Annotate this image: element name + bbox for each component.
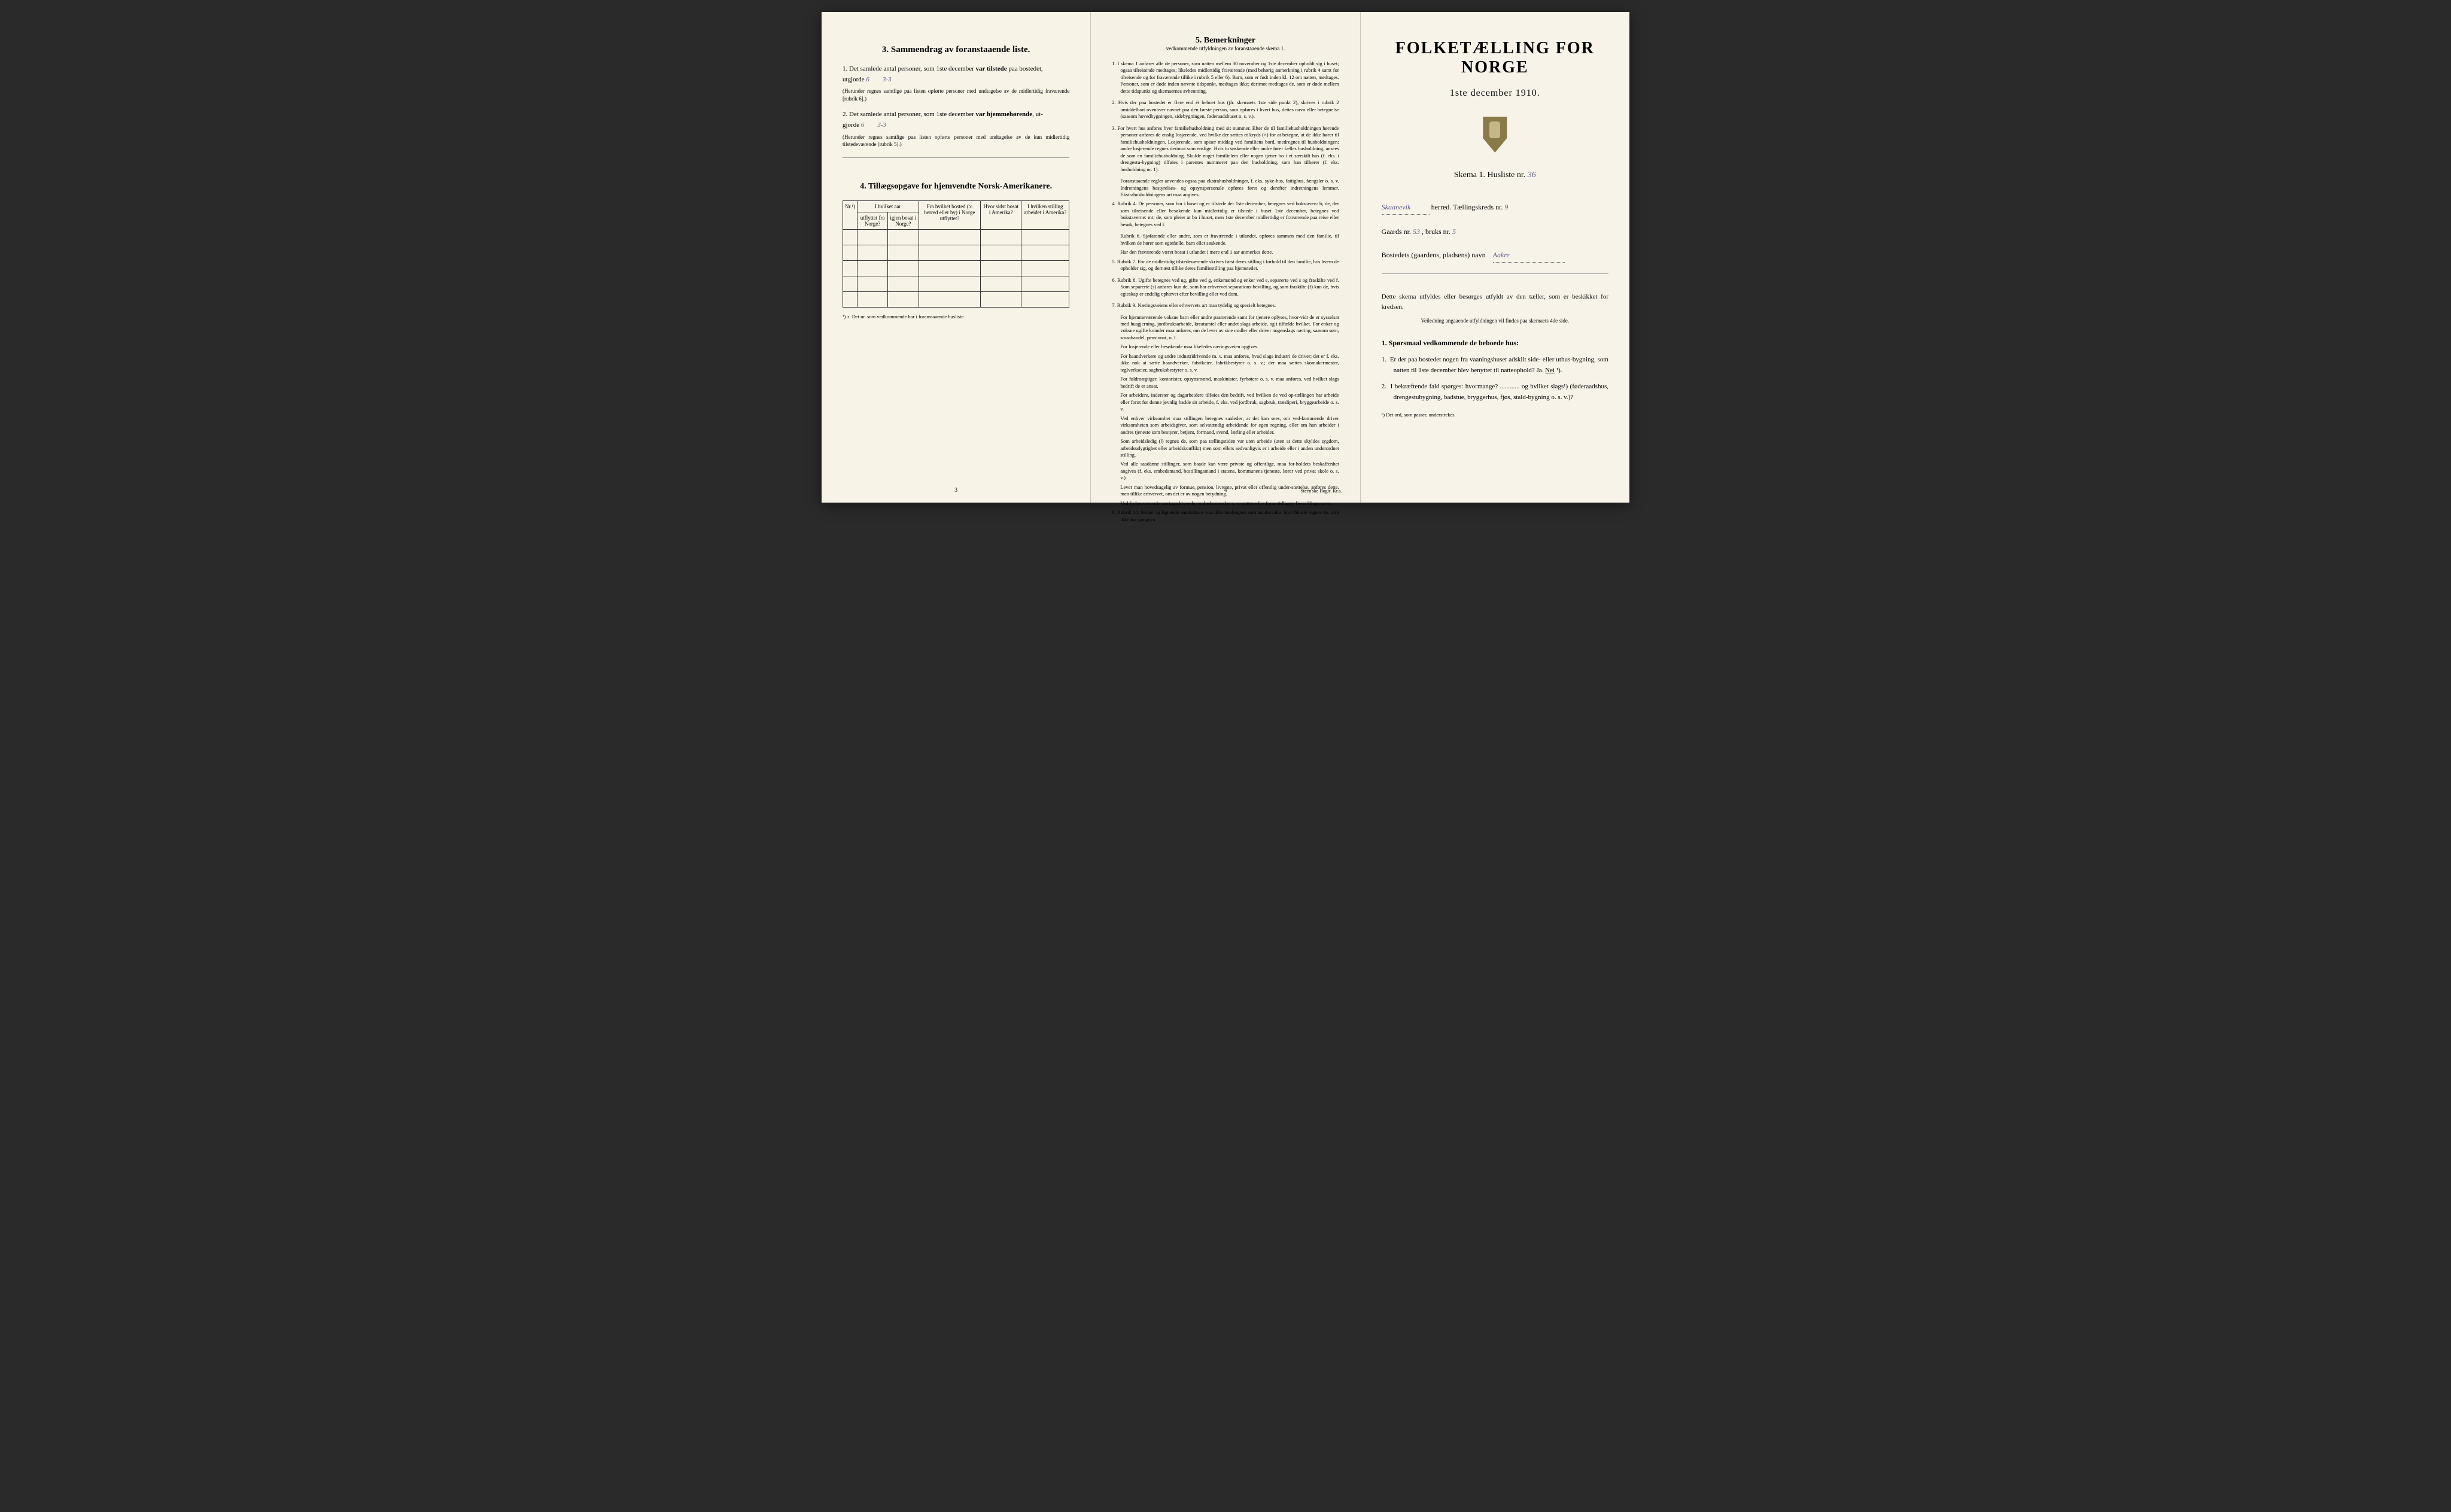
table-row [843,291,1069,307]
remark-item: Ved enhver virksomhet maa stillingen bet… [1112,415,1339,436]
question-2: 2. I bekræftende fald spørges: hvormange… [1382,382,1608,403]
herred-label: herred. Tællingskreds nr. [1431,203,1503,211]
husliste-nr: 36 [1528,171,1536,180]
remarks-list: 1. I skema 1 anføres alle de personer, s… [1112,60,1339,523]
item1-count: 6 [866,76,869,83]
remark-item: For fuldmægtiger, kontorister, opsynsmæn… [1112,376,1339,390]
page-right: FOLKETÆLLING FOR NORGE 1ste december 191… [1361,12,1629,503]
item2-ratio: 3-3 [877,121,886,129]
divider [1382,273,1608,274]
summary-item-2: 2. Det samlede antal personer, som 1ste … [843,109,1069,148]
item1-bold: var tilstede [976,65,1007,72]
q1-text: Er der paa bostedet nogen fra vaaningshu… [1390,356,1608,374]
question-heading: 1. Spørsmaal vedkommende de beboede hus: [1382,339,1608,348]
page-left: 3. Sammendrag av foranstaaende liste. 1.… [822,12,1091,503]
census-date: 1ste december 1910. [1382,88,1608,99]
coat-of-arms-icon [1480,117,1510,153]
remark-item: For arbeidere, inderster og dagarbeidere… [1112,392,1339,412]
q1-sup: ¹). [1555,367,1562,374]
q2-num: 2. [1382,383,1386,390]
remark-item: Ved forhenværende næringsdrivende, embed… [1112,500,1339,507]
divider [843,157,1069,158]
th-where: Hvor sidst bosat i Amerika? [981,200,1021,229]
bosted-label: Bostedets (gaardens, pladsens) navn [1382,251,1486,259]
remark-item: Har den fraværende været bosat i utlande… [1112,249,1339,255]
remarks-title: 5. Bemerkninger [1112,36,1339,45]
th-year: I hvilket aar [857,200,919,212]
item2-suffix: , ut- [1032,111,1043,118]
table-row [843,229,1069,245]
remark-item: 2. Hvis der paa bostedet er flere end ét… [1112,99,1339,120]
q1-num: 1. [1382,356,1386,363]
table-row [843,245,1069,260]
remark-item: Som arbeidsledig (l) regnes de, som paa … [1112,438,1339,458]
q2-text: I bekræftende fald spørges: hvormange? .… [1391,383,1608,401]
remark-item: For losjerende eller besøkende maa likel… [1112,343,1339,350]
section-4-title: 4. Tillægsopgave for hjemvendte Norsk-Am… [843,182,1069,191]
herred-line: Skaanevik herred. Tællingskreds nr. 9 [1382,201,1608,215]
q1-nei: Nei [1545,367,1555,374]
bruks-nr: 5 [1452,227,1456,236]
remark-item: 5. Rubrik 7. For de midlertidig tilstede… [1112,258,1339,272]
census-document: 3. Sammendrag av foranstaaende liste. 1.… [822,12,1629,503]
item2-count: 6 [861,121,865,129]
table-row [843,276,1069,291]
th-returned: igjen bosat i Norge? [888,212,919,229]
emigrant-table: Nr.¹) I hvilket aar Fra hvilket bosted (… [843,200,1069,308]
table-footnote: ¹) ɔ: Det nr. som vedkommende har i fora… [843,314,1069,320]
remark-item: For haandverkere og andre industridriven… [1112,353,1339,373]
remark-item: 1. I skema 1 anføres alle de personer, s… [1112,60,1339,95]
gaards-line: Gaards nr. 53 , bruks nr. 5 [1382,226,1608,239]
remark-item: For hjemmeværende voksne barn eller andr… [1112,314,1339,342]
bosted-name: Aakre [1493,249,1565,263]
gaards-label: Gaards nr. [1382,227,1411,236]
remark-item: 4. Rubrik 4. De personer, som bor i huse… [1112,200,1339,228]
kreds-nr: 9 [1504,203,1508,211]
skema-label: Skema 1. Husliste nr. [1454,171,1525,180]
page-number: 4 [1224,487,1227,494]
page-number: 3 [954,487,957,494]
question-1: 1. Er der paa bostedet nogen fra vaaning… [1382,355,1608,376]
item2-line2: gjorde [843,121,861,129]
section-3-title: 3. Sammendrag av foranstaaende liste. [843,45,1069,55]
page-middle: 5. Bemerkninger vedkommende utfyldningen… [1091,12,1360,503]
remark-item: Ved alle saadanne stillinger, som baade … [1112,461,1339,481]
bosted-line: Bostedets (gaardens, pladsens) navn Aakr… [1382,249,1608,263]
item2-note: (Herunder regnes samtlige paa listen opf… [843,133,1069,148]
th-position: I hvilken stilling arbeidet i Amerika? [1021,200,1069,229]
item1-line2: utgjorde [843,76,866,83]
remark-item: Foranstaaende regler anvendes ogsaa paa … [1112,178,1339,198]
item1-note: (Herunder regnes samtlige paa listen opf… [843,87,1069,102]
table-row [843,260,1069,276]
gaards-nr: 53 [1413,227,1420,236]
remark-item: 8. Rubrik 14. Sinker og lignende aandssl… [1112,509,1339,523]
remark-item: Rubrik 6. Sjøfarende eller andre, som er… [1112,233,1339,247]
instructions-small: Veiledning angaaende utfyldningen vil fi… [1382,318,1608,324]
remark-item: 7. Rubrik 9. Næringsveiens eller erhverv… [1112,302,1339,309]
instructions-text: Dette skema utfyldes eller besørges utfy… [1382,292,1608,313]
census-title: FOLKETÆLLING FOR NORGE [1382,39,1608,77]
th-from: Fra hvilket bosted (ɔ: herred eller by) … [919,200,981,229]
printer-note: Steen'ske Bogtr. Kr.a. [1300,488,1342,494]
page3-footnote: ¹) Det ord, som passer, understrekes. [1382,412,1608,418]
item1-ratio: 3-3 [883,76,892,83]
item1-suffix: paa bostedet, [1007,65,1043,72]
th-nr: Nr.¹) [843,200,857,229]
bruks-label: , bruks nr. [1422,227,1450,236]
remarks-subtitle: vedkommende utfyldningen av foranstaaend… [1112,45,1339,51]
remark-item: 3. For hvert hus anføres hver familiehus… [1112,125,1339,173]
item1-prefix: 1. Det samlede antal personer, som 1ste … [843,65,976,72]
remark-item: 6. Rubrik 8. Ugifte betegnes ved ug, gif… [1112,277,1339,297]
item2-bold: var hjemmehørende [976,111,1033,118]
th-emigrated: utflyttet fra Norge? [857,212,887,229]
item2-prefix: 2. Det samlede antal personer, som 1ste … [843,111,976,118]
herred-name: Skaanevik [1382,201,1430,215]
summary-item-1: 1. Det samlede antal personer, som 1ste … [843,64,1069,102]
schema-line: Skema 1. Husliste nr. 36 [1382,171,1608,180]
